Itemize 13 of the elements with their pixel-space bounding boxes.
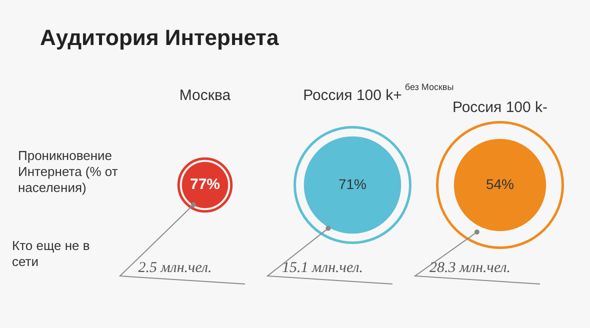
data-label: 77% — [190, 176, 220, 194]
data-label: 54% — [486, 176, 514, 192]
data-label: 15.1 млн.чел. — [282, 260, 364, 276]
data-label: 71% — [338, 176, 367, 192]
data-label: 28.3 млн.чел. — [429, 260, 511, 276]
category-label: Россия 100 k- — [452, 99, 548, 116]
text: Аудитория Интернета — [40, 25, 280, 50]
data-label: 2.5 млн.чел. — [138, 260, 212, 276]
text: без Москвы — [404, 82, 454, 92]
category-label: Москва — [179, 87, 232, 104]
category-label: Россия 100 k+ — [303, 87, 402, 104]
legend-label: Кто еще не в сети — [12, 238, 90, 269]
text: Проникновение Интернета (% от населения) — [18, 148, 118, 195]
